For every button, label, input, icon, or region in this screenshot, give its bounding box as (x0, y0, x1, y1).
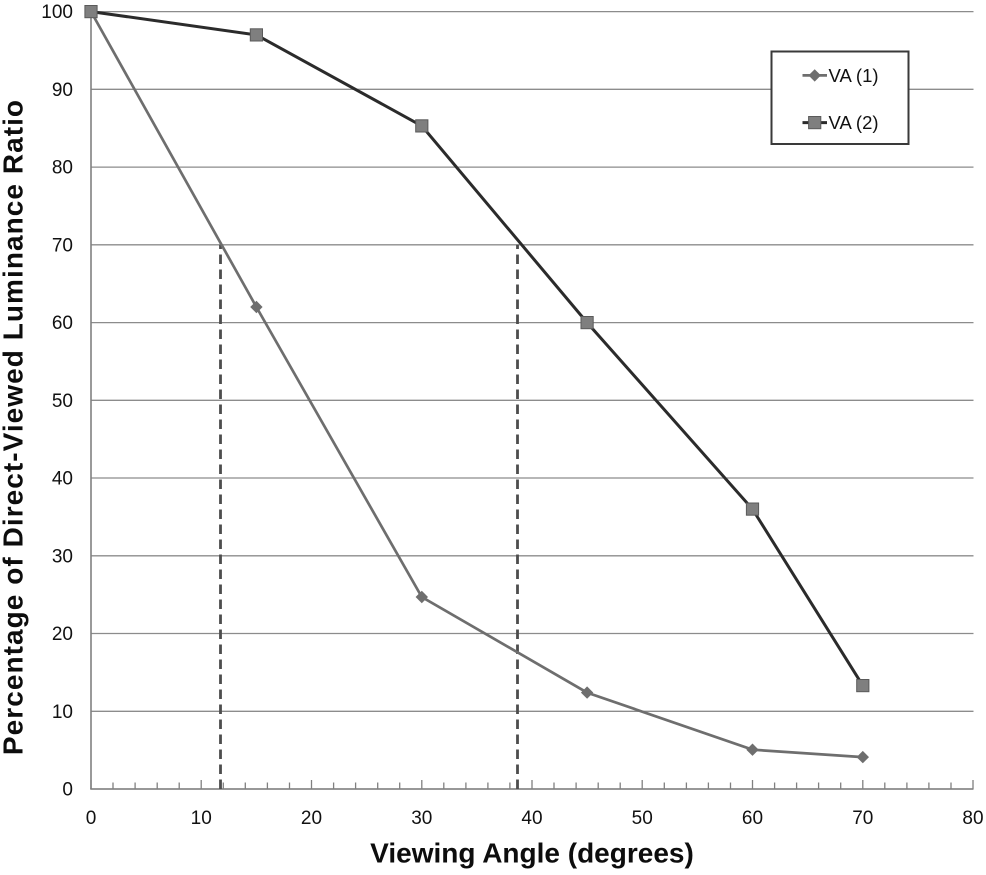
svg-text:10: 10 (191, 808, 212, 829)
svg-text:0: 0 (86, 808, 97, 829)
svg-text:30: 30 (52, 546, 73, 567)
svg-text:60: 60 (742, 808, 763, 829)
svg-text:VA (2): VA (2) (829, 112, 879, 133)
svg-text:80: 80 (962, 808, 983, 829)
svg-text:70: 70 (52, 235, 73, 256)
svg-text:40: 40 (52, 469, 73, 490)
svg-text:20: 20 (301, 808, 322, 829)
svg-text:80: 80 (52, 158, 73, 179)
svg-text:70: 70 (852, 808, 873, 829)
svg-text:Percentage of Direct-Viewed Lu: Percentage of Direct-Viewed Luminance Ra… (0, 99, 29, 755)
svg-text:20: 20 (52, 624, 73, 645)
svg-text:Viewing Angle (degrees): Viewing Angle (degrees) (370, 838, 694, 869)
svg-text:100: 100 (41, 2, 73, 23)
svg-text:90: 90 (52, 80, 73, 101)
svg-text:30: 30 (411, 808, 432, 829)
svg-text:50: 50 (632, 808, 653, 829)
svg-text:10: 10 (52, 702, 73, 723)
svg-text:50: 50 (52, 391, 73, 412)
svg-text:60: 60 (52, 313, 73, 334)
svg-text:0: 0 (62, 780, 73, 801)
svg-text:40: 40 (521, 808, 542, 829)
svg-text:VA (1): VA (1) (829, 65, 879, 86)
